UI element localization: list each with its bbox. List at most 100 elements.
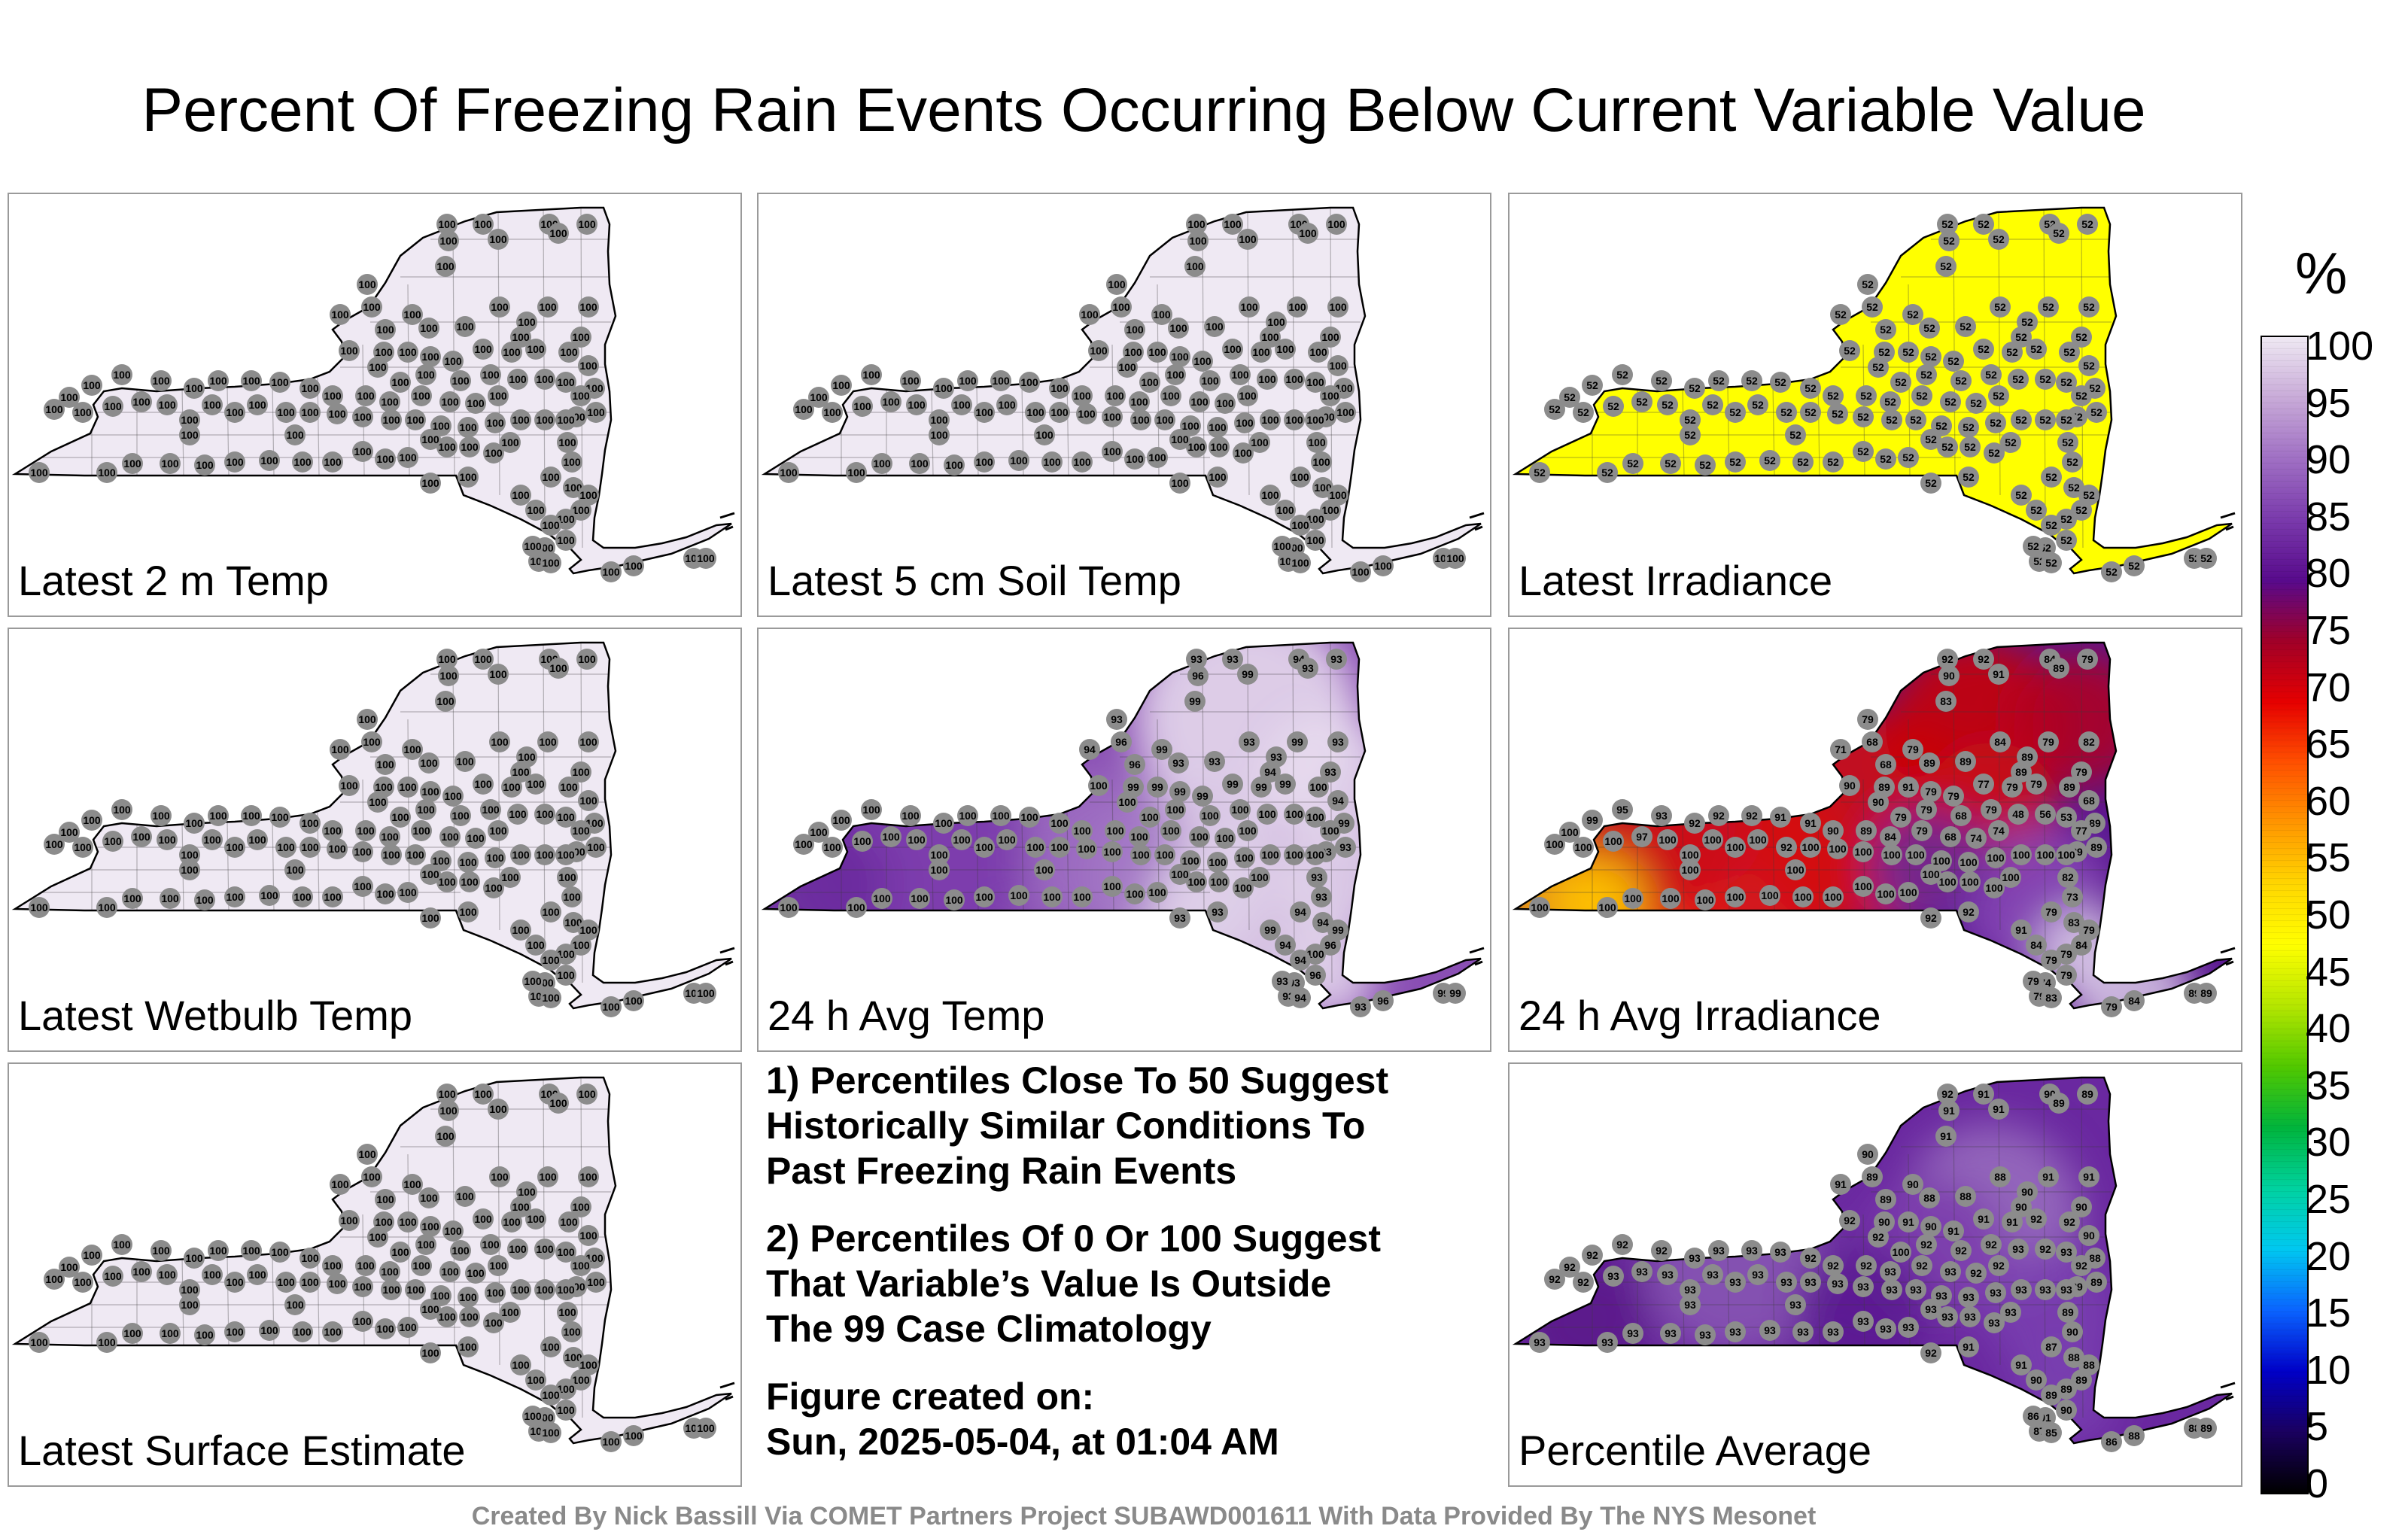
station-value: 100 xyxy=(536,1284,554,1296)
station-marker: 100 xyxy=(1102,841,1123,862)
station-marker: 92 xyxy=(1868,1226,1889,1248)
station-marker: 100 xyxy=(1297,223,1318,244)
station-value: 100 xyxy=(503,781,521,793)
station-marker: 100 xyxy=(488,1099,509,1120)
station-marker: 94 xyxy=(1290,950,1311,971)
station-marker: 52 xyxy=(1680,424,1701,445)
station-value: 52 xyxy=(2015,414,2027,426)
credit-footer: Created By Nick Bassill Via COMET Partne… xyxy=(471,1502,1817,1530)
station-marker: 90 xyxy=(1857,1144,1878,1165)
station-value: 52 xyxy=(1993,390,2005,402)
station-value: 100 xyxy=(542,1389,560,1401)
station-marker: 79 xyxy=(1981,799,2002,820)
station-value: 77 xyxy=(1978,778,1990,790)
station-marker: 100 xyxy=(2056,844,2077,865)
station-marker: 100 xyxy=(375,1318,396,1339)
station-marker: 93 xyxy=(1875,1318,1896,1339)
station-marker: 89 xyxy=(1955,751,1976,772)
station-value: 52 xyxy=(1940,260,1952,272)
station-marker: 100 xyxy=(29,462,50,483)
station-value: 93 xyxy=(2012,1243,2024,1255)
station-marker: 52 xyxy=(1853,406,1874,427)
station-marker: 100 xyxy=(361,1166,382,1187)
station-marker: 93 xyxy=(1853,1276,1874,1297)
station-value: 93 xyxy=(1832,1278,1844,1290)
station-marker: 100 xyxy=(570,761,591,783)
station-value: 100 xyxy=(331,743,349,755)
station-marker: 100 xyxy=(327,838,348,859)
station-marker: 100 xyxy=(194,889,215,910)
station-value: 93 xyxy=(1332,736,1344,748)
station-marker: 100 xyxy=(488,229,509,250)
station-value: 100 xyxy=(512,849,530,861)
station-marker: 92 xyxy=(1950,1240,1972,1261)
station-marker: 99 xyxy=(1582,810,1603,831)
panel-label: 24 h Avg Temp xyxy=(768,992,1045,1039)
station-value: 100 xyxy=(331,309,349,321)
station-marker: 100 xyxy=(489,296,510,318)
station-value: 68 xyxy=(1880,758,1892,771)
station-marker: 100 xyxy=(330,304,351,325)
station-marker: 100 xyxy=(525,1369,546,1391)
station-value: 100 xyxy=(579,1230,597,1242)
station-value: 93 xyxy=(2015,1284,2027,1296)
station-value: 100 xyxy=(1108,278,1126,290)
station-marker: 93 xyxy=(1776,1272,1797,1293)
station-value: 100 xyxy=(391,376,409,388)
station-value: 52 xyxy=(1941,441,1953,453)
station-marker: 52 xyxy=(1657,394,1678,415)
station-value: 90 xyxy=(2083,1230,2095,1242)
station-marker: 93 xyxy=(1684,1248,1705,1269)
station-value: 52 xyxy=(1549,403,1561,415)
station-value: 52 xyxy=(2075,390,2087,402)
station-value: 100 xyxy=(74,841,92,853)
station-value: 100 xyxy=(438,441,456,453)
station-value: 52 xyxy=(1534,467,1546,479)
station-marker: 100 xyxy=(1222,214,1243,235)
station-marker: 92 xyxy=(1911,1255,1932,1276)
station-marker: 100 xyxy=(436,871,458,892)
station-value: 92 xyxy=(1860,1260,1872,1272)
station-marker: 100 xyxy=(330,739,351,760)
station-marker: 100 xyxy=(1305,409,1326,430)
station-marker: 100 xyxy=(299,813,321,834)
station-value: 100 xyxy=(369,796,387,808)
station-value: 100 xyxy=(2036,849,2054,861)
station-value: 94 xyxy=(1317,916,1329,929)
station-value: 93 xyxy=(1707,1269,1719,1281)
station-marker: 100 xyxy=(623,1425,644,1446)
station-value: 94 xyxy=(1264,766,1276,778)
station-value: 100 xyxy=(1236,852,1254,864)
station-marker: 100 xyxy=(202,829,223,850)
station-marker: 100 xyxy=(929,424,950,445)
station-marker: 100 xyxy=(179,424,200,445)
station-value: 100 xyxy=(558,436,576,448)
station-value: 100 xyxy=(406,414,424,426)
station-marker: 93 xyxy=(1920,1299,1941,1320)
station-value: 100 xyxy=(1239,233,1257,245)
station-marker: 100 xyxy=(540,552,561,573)
station-value: 100 xyxy=(357,825,375,837)
station-marker: 100 xyxy=(357,1144,378,1165)
station-marker: 93 xyxy=(1702,1264,1723,1285)
station-marker: 100 xyxy=(1025,402,1046,423)
station-value: 52 xyxy=(2075,504,2087,516)
station-value: 100 xyxy=(271,1246,289,1258)
station-marker: 100 xyxy=(1088,340,1109,361)
station-value: 100 xyxy=(1276,504,1294,516)
station-marker: 100 xyxy=(1759,885,1780,906)
station-value: 100 xyxy=(1224,218,1242,230)
station-value: 99 xyxy=(1196,790,1209,802)
station-value: 52 xyxy=(1978,343,1990,355)
station-marker: 52 xyxy=(2062,451,2083,473)
station-value: 90 xyxy=(2015,1201,2027,1213)
station-marker: 52 xyxy=(1830,304,1851,325)
station-value: 100 xyxy=(512,924,530,936)
station-marker: 100 xyxy=(540,1422,561,1443)
station-value: 100 xyxy=(474,218,492,230)
station-marker: 100 xyxy=(379,391,400,412)
station-value: 100 xyxy=(489,1260,507,1272)
station-marker: 100 xyxy=(483,877,504,898)
station-value: 100 xyxy=(1336,406,1354,418)
station-value: 100 xyxy=(1210,876,1228,888)
